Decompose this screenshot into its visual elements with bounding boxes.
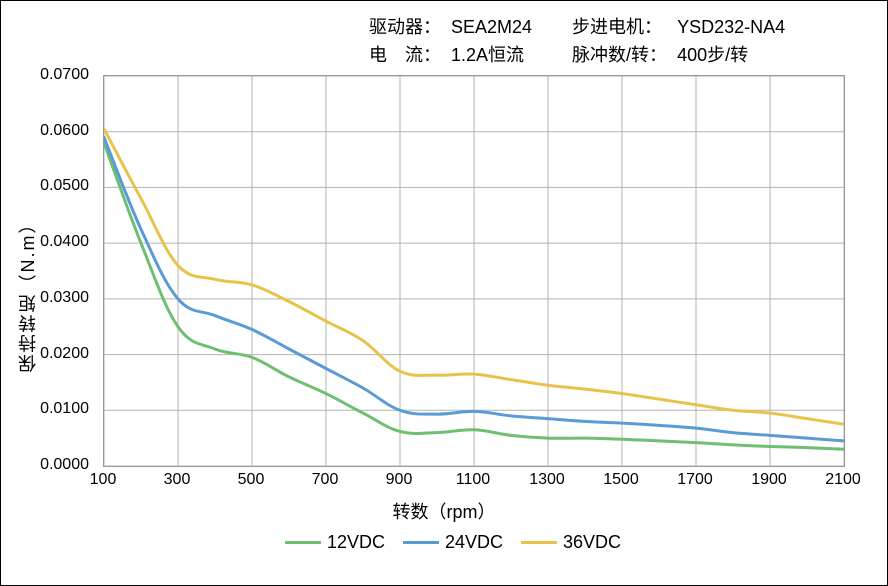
x-tick-label: 300 xyxy=(164,471,191,489)
x-tick-label: 1900 xyxy=(751,471,787,489)
x-tick-label: 100 xyxy=(90,471,117,489)
legend-swatch xyxy=(521,541,557,544)
y-tick-label: 0.0300 xyxy=(40,289,89,307)
y-tick-label: 0.0500 xyxy=(40,177,89,195)
x-axis-label: 转数（rpm） xyxy=(1,498,887,524)
driver-key: 驱动器： xyxy=(369,13,451,41)
legend-label: 12VDC xyxy=(327,532,385,552)
x-tick-label: 2100 xyxy=(825,471,861,489)
y-tick-label: 0.0100 xyxy=(40,400,89,418)
motor-key: 步进电机： xyxy=(572,13,677,41)
motor-value: YSD232-NA4 xyxy=(677,13,825,41)
y-tick-label: 0.0000 xyxy=(40,456,89,474)
legend: 12VDC 24VDC 36VDC xyxy=(1,531,887,553)
y-tick-label: 0.0600 xyxy=(40,122,89,140)
x-tick-label: 500 xyxy=(238,471,265,489)
chart-plot-area xyxy=(103,75,845,467)
legend-swatch xyxy=(403,541,439,544)
torque-chart xyxy=(104,76,844,466)
x-tick-label: 900 xyxy=(386,471,413,489)
spec-header: 驱动器： SEA2M24 步进电机： YSD232-NA4 电 流： 1.2A恒… xyxy=(369,13,825,69)
driver-value: SEA2M24 xyxy=(451,13,572,41)
x-tick-label: 1100 xyxy=(456,471,490,489)
pulse-value: 400步/转 xyxy=(677,41,825,69)
x-tick-label: 1700 xyxy=(677,471,713,489)
y-tick-label: 0.0700 xyxy=(40,66,89,84)
current-value: 1.2A恒流 xyxy=(451,41,572,69)
y-ticks: 0.00000.01000.02000.03000.04000.05000.06… xyxy=(1,75,97,465)
y-tick-label: 0.0400 xyxy=(40,233,89,251)
x-ticks: 100300500700900110013001500170019002100 xyxy=(103,471,843,493)
current-key: 电 流： xyxy=(369,41,451,69)
legend-label: 36VDC xyxy=(563,532,621,552)
y-tick-label: 0.0200 xyxy=(40,345,89,363)
legend-label: 24VDC xyxy=(445,532,503,552)
pulse-key: 脉冲数/转： xyxy=(572,41,677,69)
x-tick-label: 1300 xyxy=(529,471,565,489)
x-tick-label: 700 xyxy=(312,471,339,489)
x-tick-label: 1500 xyxy=(603,471,639,489)
legend-swatch xyxy=(285,541,321,544)
